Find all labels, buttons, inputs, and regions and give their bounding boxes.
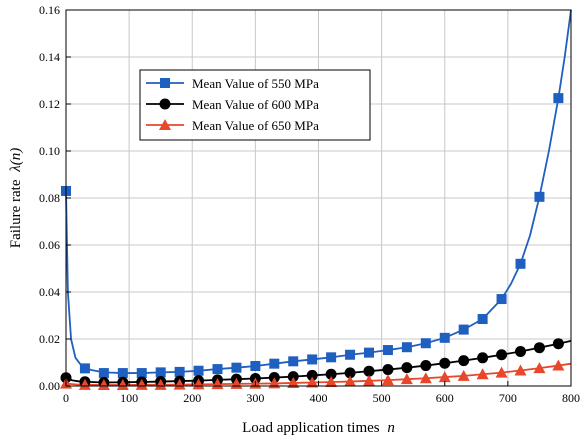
series-2-point xyxy=(458,355,470,367)
x-tick-label: 100 xyxy=(120,391,138,405)
legend-box xyxy=(139,69,371,141)
series-1-point xyxy=(98,368,109,379)
series-3-point xyxy=(306,376,319,388)
series-3-point xyxy=(344,375,357,387)
x-axis-title: Load application times n xyxy=(242,420,395,436)
series-2-point xyxy=(515,345,526,357)
x-axis-title-var: n xyxy=(387,420,395,436)
y-tick-label: 0.06 xyxy=(39,238,60,252)
series-3-point xyxy=(419,372,432,384)
series-2-point xyxy=(306,369,318,381)
series-1-point xyxy=(364,347,374,358)
series-3-point xyxy=(325,376,338,388)
y-tick-label: 0.02 xyxy=(39,332,60,346)
series-3-point xyxy=(97,379,110,391)
tick-labels: 0 100 200 300 400 500 600 700 800 0.00 0.02 0.04 0.0… xyxy=(39,3,580,405)
legend-label-2: Mean Value of 600 MPa xyxy=(192,97,319,112)
series-1-point xyxy=(534,191,545,202)
legend-marker-3 xyxy=(159,119,171,130)
series-1-point xyxy=(382,345,393,356)
x-tick-label: 300 xyxy=(246,391,264,405)
grid xyxy=(65,9,572,387)
legend-label-1: Mean Value of 550 MPa xyxy=(192,76,319,91)
y-axis-title-text: Failure rate xyxy=(8,179,24,248)
x-tick-label: 200 xyxy=(183,391,201,405)
series-1-point xyxy=(496,294,507,305)
y-tick-label: 0.12 xyxy=(39,97,60,111)
series-3-point xyxy=(476,368,489,380)
series-2-point xyxy=(287,371,299,383)
series-3-point xyxy=(457,369,470,381)
series-1-point xyxy=(155,367,166,378)
series-1-point xyxy=(174,366,185,377)
series-2-point xyxy=(439,357,451,369)
series-1-point xyxy=(345,349,356,360)
series-3-point xyxy=(135,378,148,390)
legend-marker-2 xyxy=(159,98,171,110)
y-tick-label: 0.16 xyxy=(39,3,60,17)
series-1-point xyxy=(250,361,261,372)
y-tick-label: 0.00 xyxy=(39,379,60,393)
series-3-point xyxy=(514,364,527,376)
x-tick-label: 500 xyxy=(373,391,391,405)
series-3-point xyxy=(438,371,451,383)
series-3-point xyxy=(533,362,546,374)
y-axis-title-var: λ(n) xyxy=(8,148,24,173)
x-tick-label: 0 xyxy=(63,391,69,405)
series-3-point xyxy=(154,378,167,390)
series-3-point xyxy=(381,374,394,386)
series-3-point xyxy=(173,378,186,390)
x-tick-label: 600 xyxy=(436,391,454,405)
axis-ticks xyxy=(65,9,572,387)
series-1-point xyxy=(117,368,128,379)
x-tick-label: 700 xyxy=(499,391,517,405)
series-3-point xyxy=(287,376,300,388)
x-tick-label: 400 xyxy=(310,391,328,405)
x-tick-label: 800 xyxy=(562,391,580,405)
series-3-point xyxy=(363,374,375,386)
series-3-point xyxy=(192,378,205,390)
series-1-point xyxy=(553,93,564,104)
series-2-point xyxy=(552,338,564,350)
legend-label-3: Mean Value of 650 MPa xyxy=(192,118,319,133)
legend-marker-1 xyxy=(160,78,170,88)
series-1-point xyxy=(79,363,90,374)
series-2-point xyxy=(401,362,413,374)
series-2-point xyxy=(496,349,508,361)
series-1-point xyxy=(458,324,469,335)
series-1-point xyxy=(420,338,431,349)
series-2-point xyxy=(363,365,375,377)
series-3-point xyxy=(400,373,413,385)
series-3-point xyxy=(495,366,508,378)
series-2-point xyxy=(420,360,432,372)
x-axis-title-text: Load application times xyxy=(242,420,380,436)
series-1-point xyxy=(477,314,488,325)
series-1-point xyxy=(231,362,242,373)
series-1-point xyxy=(439,332,450,343)
series-2-point xyxy=(533,342,545,354)
series-1-point xyxy=(136,368,147,379)
y-tick-label: 0.04 xyxy=(39,285,60,299)
legend: Mean Value of 550 MPa Mean Value of 600 M… xyxy=(139,69,371,141)
series-3-point xyxy=(552,359,565,371)
series-3-point xyxy=(78,378,91,390)
series-1-point xyxy=(193,365,204,376)
series-2-point xyxy=(325,368,337,380)
y-axis-title: Failure rate λ(n) xyxy=(8,148,24,248)
series-3-point xyxy=(116,379,129,391)
series-1-point xyxy=(326,352,337,363)
y-tick-label: 0.08 xyxy=(39,191,60,205)
series-1-point xyxy=(515,258,526,269)
y-tick-label: 0.10 xyxy=(39,144,60,158)
y-tick-label: 0.14 xyxy=(39,50,60,64)
series-1-point xyxy=(269,358,280,369)
series-1-point xyxy=(401,342,412,353)
series-2-point xyxy=(382,364,394,376)
series-1-point xyxy=(212,364,223,375)
series-2-point xyxy=(477,352,489,364)
series-1-point xyxy=(307,354,318,365)
series-2-point xyxy=(344,367,356,379)
series-1-point xyxy=(288,356,299,367)
